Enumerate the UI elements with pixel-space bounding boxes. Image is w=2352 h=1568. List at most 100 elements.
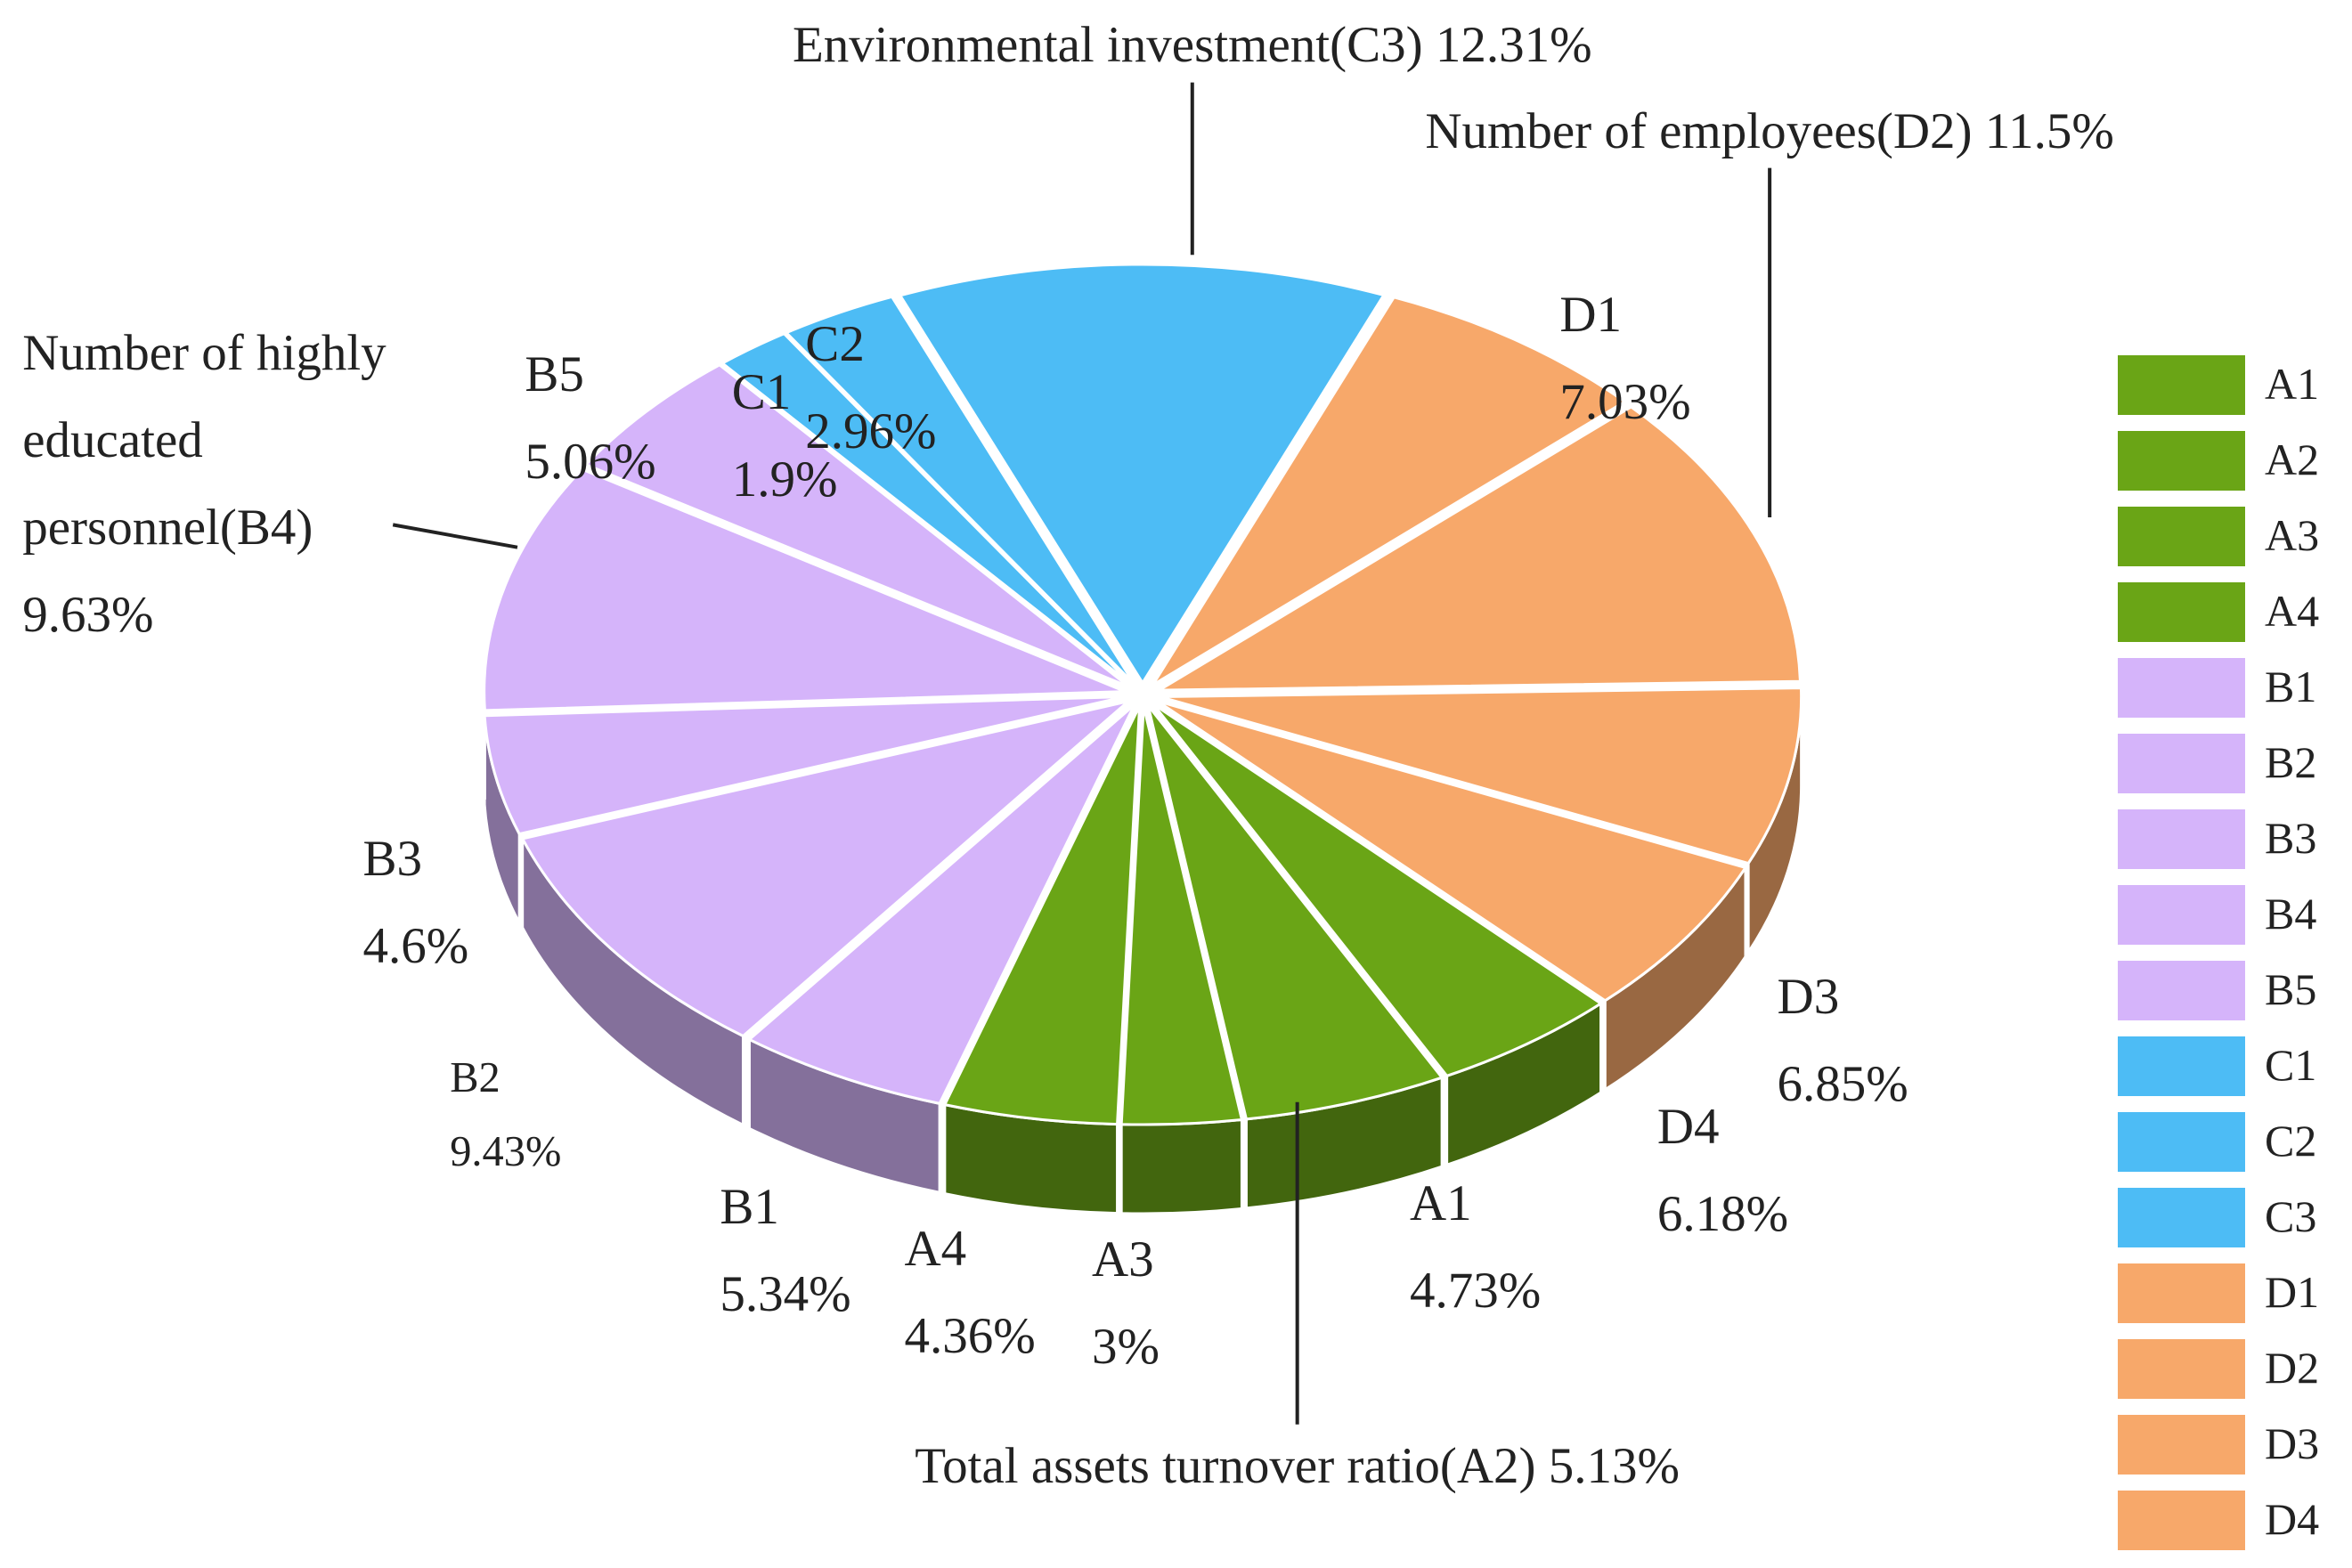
value-label: 3% <box>1091 1318 1160 1375</box>
legend-swatch <box>2118 431 2245 491</box>
slice <box>483 467 1127 712</box>
value-label: 9.43% <box>450 1127 562 1175</box>
slice-side <box>1119 1117 1243 1215</box>
legend-swatch <box>2118 1263 2245 1323</box>
legend-label: A3 <box>2265 510 2320 560</box>
data-label: A1 4.73% <box>1410 1160 1541 1335</box>
value-label: 11.5% <box>1984 103 2114 160</box>
legend-label: B4 <box>2265 889 2317 938</box>
value-label: 4.73% <box>1409 1263 1542 1320</box>
pie-tops <box>483 263 1803 1126</box>
label-name: D1 <box>1559 286 1623 343</box>
legend-swatch <box>2118 1112 2245 1172</box>
slice <box>1154 405 1802 692</box>
legend-swatch <box>2118 1415 2245 1475</box>
value-label: 1.9% <box>731 451 838 508</box>
value-label: 4.6% <box>362 917 469 974</box>
label-name: C1 <box>731 364 792 421</box>
slice <box>898 263 1387 686</box>
legend-label: C1 <box>2265 1040 2317 1090</box>
legend-swatch <box>2118 961 2245 1020</box>
data-label: A3 3% <box>1092 1216 1160 1391</box>
value-label: 5.34% <box>720 1265 851 1322</box>
legend-swatch <box>2118 734 2245 793</box>
data-label: Total assets turnover ratio(A2) 5.13% <box>915 1423 1680 1510</box>
label-name: Number of employees(D2) <box>1425 103 1973 160</box>
data-label: D1 7.03% <box>1559 272 1690 446</box>
data-label: A4 4.36% <box>904 1206 1035 1380</box>
value-label: 7.03% <box>1559 373 1691 430</box>
slice <box>583 363 1130 688</box>
legend-label: B5 <box>2265 964 2317 1014</box>
label-name: Environmental investment(C3) <box>792 16 1423 73</box>
label-name: Total assets turnover ratio(A2) <box>915 1437 1536 1494</box>
legend-swatch <box>2118 355 2245 415</box>
legend-label: B2 <box>2265 737 2317 787</box>
legend-swatch <box>2118 809 2245 869</box>
slice <box>1119 705 1244 1126</box>
data-label: Number of highly educated personnel(B4) 9… <box>22 310 414 659</box>
value-label: 5.06% <box>525 434 656 490</box>
slice <box>720 331 1134 687</box>
legend-label: A1 <box>2265 359 2320 409</box>
legend-label: A2 <box>2265 435 2320 484</box>
legend-swatch <box>2118 1036 2245 1096</box>
label-name: B1 <box>720 1178 779 1235</box>
legend-label: D3 <box>2265 1418 2320 1468</box>
legend-swatch <box>2118 507 2245 566</box>
data-label: D3 6.85% <box>1778 954 1908 1128</box>
legend-label: D1 <box>2265 1267 2320 1317</box>
label-name: Number of highly educated personnel(B4) <box>22 325 387 557</box>
slice <box>784 295 1136 686</box>
slice <box>1160 687 1803 865</box>
data-label: C2 2.96% <box>805 301 936 475</box>
slice <box>942 705 1142 1126</box>
slice <box>483 695 1126 836</box>
label-name: B5 <box>525 346 584 402</box>
legend-swatch <box>2118 1339 2245 1399</box>
legend-label: B1 <box>2265 662 2317 711</box>
data-label: C1 1.9% <box>732 349 838 524</box>
label-name: C2 <box>805 316 865 373</box>
label-name: D3 <box>1777 968 1840 1025</box>
data-label: B5 5.06% <box>525 331 655 506</box>
label-name: A4 <box>904 1220 967 1277</box>
legend-label: D4 <box>2265 1494 2320 1544</box>
data-label: B2 9.43% <box>450 1041 561 1190</box>
data-label: D4 6.18% <box>1657 1084 1788 1258</box>
label-name: B2 <box>450 1053 501 1101</box>
legend-label: C2 <box>2265 1116 2317 1166</box>
legend-label: C3 <box>2265 1191 2317 1241</box>
legend-swatch <box>2118 885 2245 945</box>
legend-label: A4 <box>2265 586 2320 636</box>
legend-swatch <box>2118 658 2245 718</box>
slice <box>1152 296 1628 687</box>
legend-swatch <box>2118 1491 2245 1550</box>
data-label: B1 5.34% <box>720 1164 850 1338</box>
slice <box>1152 703 1604 1078</box>
legend-label: D2 <box>2265 1343 2320 1393</box>
data-label: B3 4.6% <box>363 816 469 990</box>
slice <box>1146 704 1445 1121</box>
value-label: 2.96% <box>805 403 937 460</box>
value-label: 5.13% <box>1548 1437 1681 1494</box>
label-name: D4 <box>1656 1099 1720 1156</box>
value-label: 9.63% <box>22 587 154 644</box>
slice <box>746 703 1136 1106</box>
label-name: A3 <box>1091 1231 1154 1288</box>
slice <box>1156 699 1748 1003</box>
leader-line <box>392 523 518 549</box>
legend-label: B3 <box>2265 813 2317 863</box>
value-label: 12.31% <box>1435 16 1592 73</box>
value-label: 6.85% <box>1777 1055 1908 1112</box>
value-label: 6.18% <box>1656 1186 1789 1243</box>
data-label: Number of employees(D2) 11.5% <box>1425 88 2114 175</box>
value-label: 4.36% <box>904 1307 1036 1364</box>
legend-swatch <box>2118 582 2245 642</box>
label-name: B3 <box>362 830 423 887</box>
slice <box>520 700 1129 1038</box>
legend-swatch <box>2118 1188 2245 1247</box>
data-label: Environmental investment(C3) 12.31% <box>793 2 1592 89</box>
